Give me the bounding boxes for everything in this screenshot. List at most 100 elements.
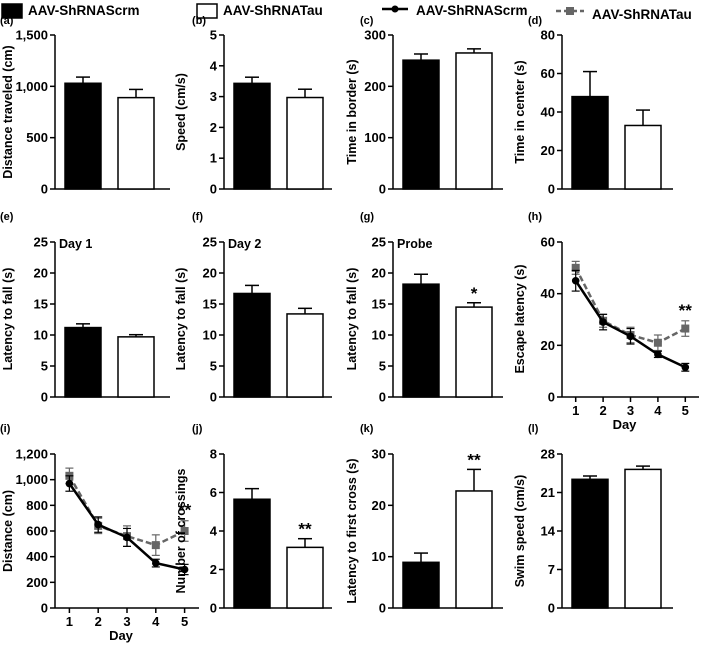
- bar-tau: [624, 124, 662, 190]
- bar-scrm: [402, 283, 440, 398]
- y-tick-label: 5: [379, 359, 386, 374]
- chart-panel: (f) 0 5 10 15 20 25 Latency to fall (s) Day 2: [174, 211, 332, 405]
- x-tick-label: 2: [599, 403, 606, 418]
- data-point-scrm: [65, 479, 74, 488]
- legend-marker-circle: [391, 5, 399, 13]
- y-tick-label: 14: [541, 524, 556, 539]
- y-axis-label: Latency to first cross (s): [345, 458, 359, 603]
- y-tick-label: 20: [372, 266, 386, 281]
- y-tick-label: 10: [372, 328, 386, 343]
- y-axis-label: Speed (cm/s): [174, 73, 188, 151]
- y-tick-label: 1,500: [15, 28, 48, 43]
- y-tick-label: 20: [541, 338, 555, 353]
- bar-tau: [286, 313, 324, 398]
- data-point-scrm: [94, 520, 102, 529]
- y-tick-label: 0: [41, 182, 48, 197]
- y-tick-label: 200: [26, 575, 48, 590]
- chart-panel: (k) 0 10 20 30 Latency to first cross (s) **: [345, 423, 503, 616]
- legend-item: AAV-ShRNAScrm: [382, 3, 528, 18]
- data-point-tau: [151, 541, 160, 550]
- bar-tau: [117, 336, 155, 398]
- bar-scrm: [233, 292, 271, 398]
- bar-scrm: [402, 59, 440, 190]
- panel-label: (f): [192, 211, 203, 223]
- y-tick-label: 5: [41, 359, 48, 374]
- x-tick-label: 4: [654, 403, 662, 418]
- y-tick-label: 400: [26, 549, 48, 564]
- bar-scrm: [571, 478, 609, 609]
- y-axis-label: Latency to fall (s): [345, 268, 359, 371]
- bar-tau: [624, 468, 662, 609]
- legend-label: AAV-ShRNATau: [592, 7, 692, 22]
- chart-panel: (d) 0 20 40 60 80 Time in center (s): [513, 15, 673, 197]
- y-axis-label: Number of crossings: [174, 468, 188, 593]
- y-tick-label: 0: [379, 390, 386, 405]
- data-point-tau: [653, 338, 662, 347]
- y-axis-label: Swim speed (cm/s): [513, 475, 527, 588]
- panel-label: (d): [528, 15, 542, 27]
- data-point-scrm: [654, 350, 662, 359]
- x-axis-label: Day: [109, 628, 134, 643]
- data-point-scrm: [180, 565, 189, 574]
- chart-panel: (i) 0 200 400 600 800 1,000 1,200 Distance (cm) 1…: [0, 423, 199, 643]
- y-axis-label: Escape latency (s): [513, 264, 527, 373]
- legend-swatch-open: [196, 3, 218, 19]
- legend-label: AAV-ShRNAScrm: [416, 3, 528, 18]
- y-axis-label: Distance (cm): [1, 490, 15, 572]
- y-tick-label: 6: [210, 485, 217, 500]
- data-point-tau: [681, 324, 690, 333]
- y-tick-label: 0: [548, 182, 555, 197]
- y-tick-label: 5: [210, 28, 217, 43]
- panel-label: (j): [192, 423, 203, 435]
- y-axis-label: Distance traveled (cm): [1, 45, 15, 178]
- y-tick-label: 15: [34, 297, 48, 312]
- legend-item: AAV-ShRNATau: [196, 3, 323, 19]
- x-tick-label: 4: [152, 614, 160, 629]
- y-tick-label: 28: [541, 447, 555, 462]
- bar-scrm: [233, 498, 271, 609]
- y-tick-label: 0: [210, 182, 217, 197]
- bar-tau: [117, 96, 155, 190]
- legend-item: AAV-ShRNAScrm: [1, 3, 140, 19]
- bar-scrm: [402, 561, 440, 609]
- data-point-scrm: [123, 533, 131, 542]
- x-tick-label: 2: [95, 614, 102, 629]
- y-tick-label: 20: [203, 266, 217, 281]
- chart-panel: (b) 0 1 2 3 4 5 Speed (cm/s): [174, 15, 332, 197]
- significance-mark: **: [178, 501, 192, 520]
- data-point-tau: [571, 263, 580, 272]
- y-tick-label: 0: [210, 390, 217, 405]
- y-tick-label: 800: [26, 498, 48, 513]
- bar-scrm: [64, 326, 102, 398]
- y-tick-label: 10: [34, 328, 48, 343]
- panel-label: (c): [360, 15, 374, 27]
- y-tick-label: 0: [41, 390, 48, 405]
- panel-label: (l): [528, 423, 539, 435]
- y-tick-label: 20: [541, 143, 555, 158]
- chart-panel: (g) 0 5 10 15 20 25 Latency to fall (s) Probe *: [345, 211, 503, 405]
- legend-swatch-filled: [1, 3, 23, 19]
- y-tick-label: 3: [210, 89, 217, 104]
- y-tick-label: 7: [548, 562, 555, 577]
- y-tick-label: 0: [379, 182, 386, 197]
- x-tick-label: 5: [181, 614, 188, 629]
- x-tick-label: 3: [123, 614, 130, 629]
- y-tick-label: 100: [364, 130, 386, 145]
- panel-label: (h): [528, 211, 542, 223]
- panel-label: (i): [0, 423, 11, 435]
- bar-tau: [286, 546, 324, 609]
- significance-mark: **: [467, 450, 481, 469]
- y-tick-label: 20: [34, 266, 48, 281]
- legend-item: AAV-ShRNATau: [556, 7, 692, 22]
- data-point-scrm: [571, 276, 580, 285]
- y-tick-label: 80: [541, 28, 555, 43]
- significance-mark: *: [471, 284, 478, 303]
- significance-mark: **: [679, 301, 693, 320]
- y-tick-label: 200: [364, 79, 386, 94]
- y-tick-label: 60: [541, 66, 555, 81]
- bar-tau: [455, 306, 493, 398]
- y-tick-label: 20: [372, 498, 386, 513]
- chart-panel: (e) 0 5 10 15 20 25 Latency to fall (s) Day 1: [0, 211, 170, 405]
- y-tick-label: 2: [210, 120, 217, 135]
